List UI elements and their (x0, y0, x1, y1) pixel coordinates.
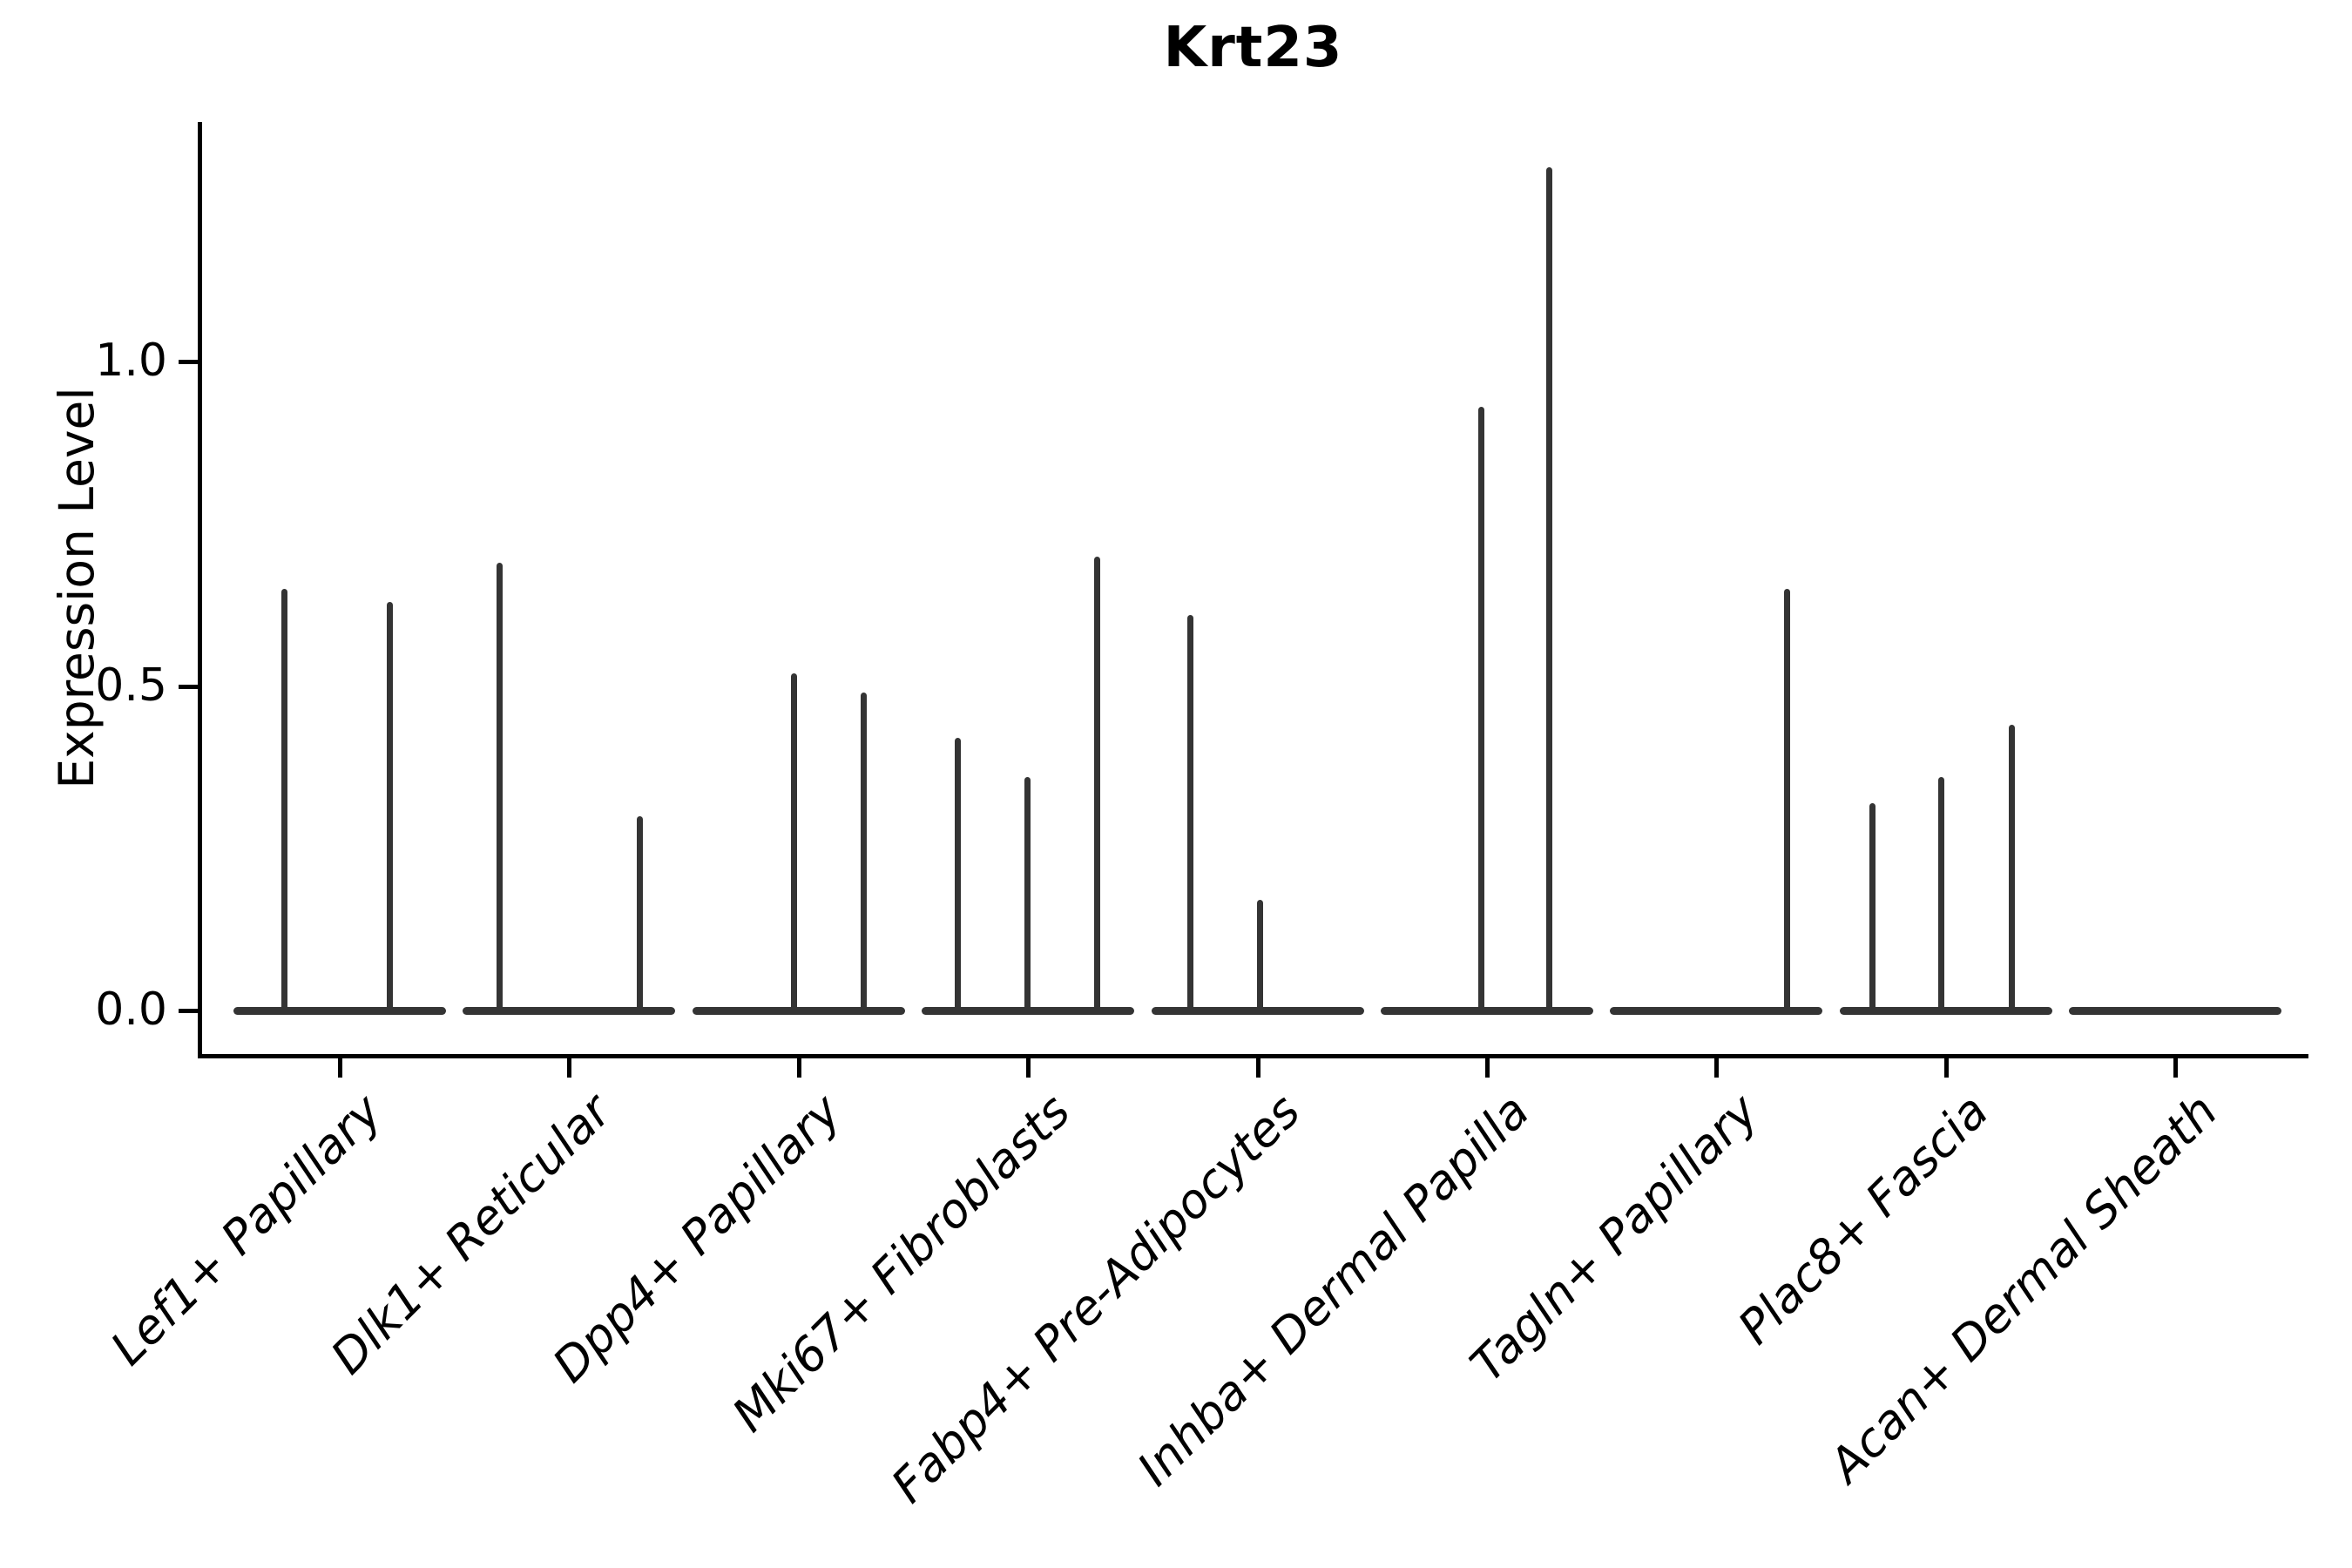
violin-base (1839, 1007, 2052, 1015)
violin-spike (1784, 588, 1791, 1014)
chart-title: Krt23 (1163, 16, 1343, 80)
violin-spike (387, 601, 393, 1014)
y-tick-mark (179, 1009, 198, 1013)
x-tick-mark (2173, 1058, 2179, 1078)
y-tick-mark (179, 360, 198, 364)
violin-spike (1024, 776, 1031, 1014)
x-tick-mark (567, 1058, 572, 1078)
x-tick-mark (338, 1058, 342, 1078)
violin-spike (1094, 556, 1101, 1014)
y-tick-label: 1.0 (95, 335, 167, 387)
y-tick-label: 0.5 (95, 659, 167, 712)
x-tick-mark (1714, 1058, 1720, 1078)
violin-spike (1478, 407, 1484, 1014)
x-tick-label: Tagln+ Papillary (1460, 1083, 1769, 1393)
x-tick-mark (1026, 1058, 1031, 1078)
x-tick-label: Dlk1+ Reticular (321, 1083, 622, 1385)
violin-base (2069, 1007, 2282, 1015)
violin-spike (1186, 614, 1193, 1014)
x-tick-label: Acan+ Dermal Sheath (1818, 1083, 2228, 1493)
x-tick-label: Dpp4+ Papillary (542, 1083, 852, 1393)
violin-spike (1256, 900, 1263, 1014)
left-spine (198, 122, 202, 1058)
violin-spike (955, 738, 962, 1014)
x-tick-mark (796, 1058, 801, 1078)
violin-spike (497, 562, 504, 1014)
violin-base (233, 1007, 446, 1015)
y-tick-mark (179, 684, 198, 689)
violin-base (1610, 1007, 1823, 1015)
y-axis-label: Expression Level (49, 387, 105, 789)
x-tick-label: Plac8+ Fascia (1727, 1083, 1999, 1355)
x-tick-label: Mki67+ Fibroblasts (721, 1083, 1081, 1443)
x-tick-mark (1485, 1058, 1490, 1078)
x-tick-label: Fabp4+ Pre-Adipocytes (880, 1083, 1311, 1514)
violin-spike (860, 692, 867, 1014)
violin-spike (1937, 776, 1944, 1014)
violin-base (1381, 1007, 1593, 1015)
violin-spike (1869, 802, 1876, 1014)
x-tick-mark (1943, 1058, 1949, 1078)
y-tick-label: 0.0 (95, 983, 167, 1036)
bottom-spine (198, 1054, 2308, 1058)
violin-base (463, 1007, 676, 1015)
x-tick-mark (1255, 1058, 1260, 1078)
violin-spike (790, 672, 797, 1014)
violin-base (692, 1007, 905, 1015)
violin-spike (281, 588, 287, 1014)
violin-spike (1546, 166, 1552, 1014)
violin-spike (2008, 725, 2015, 1014)
violin-spike (637, 815, 644, 1014)
x-tick-label: Inhba+ Dermal Papilla (1126, 1083, 1540, 1497)
